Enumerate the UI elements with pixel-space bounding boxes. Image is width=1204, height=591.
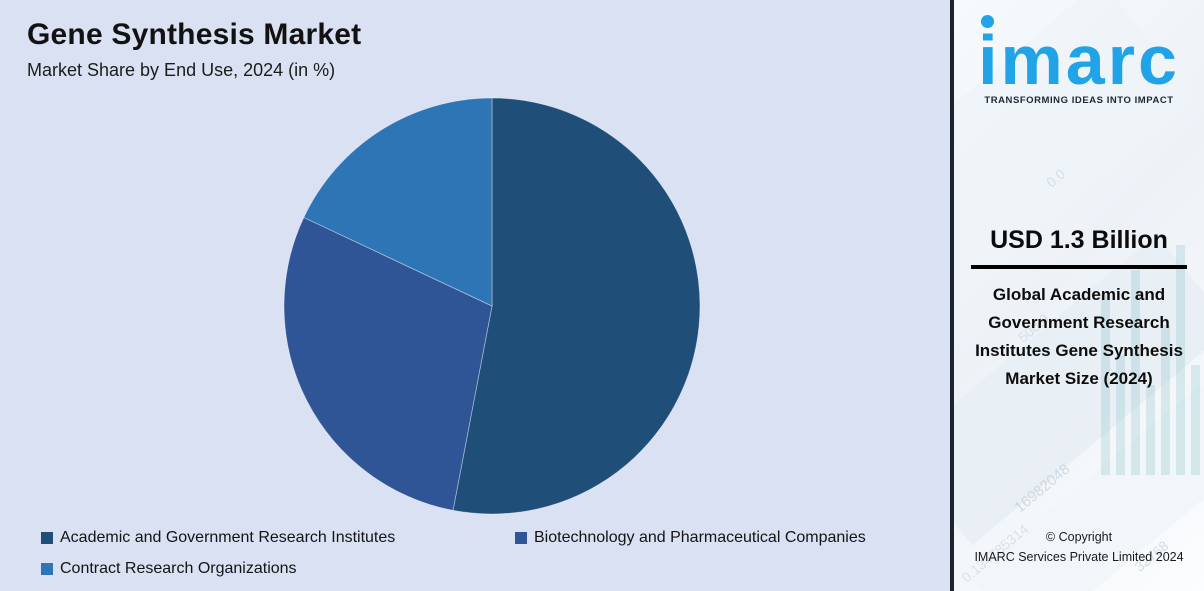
logo-dot-icon xyxy=(981,15,994,28)
copyright-line1: © Copyright xyxy=(1045,530,1113,544)
page-title: Gene Synthesis Market xyxy=(27,18,362,51)
legend-label: Contract Research Organizations xyxy=(60,560,297,577)
legend-label: Biotechnology and Pharmaceutical Compani… xyxy=(534,529,866,546)
legend-swatch-biotech xyxy=(515,532,527,544)
divider xyxy=(971,265,1187,269)
legend-item-cro: Contract Research Organizations xyxy=(41,560,297,578)
market-size-label: Global Academic and Government Research … xyxy=(975,285,1183,388)
copyright-line2: IMARC Services Private Limited 2024 xyxy=(974,550,1184,564)
chart-subtitle: Market Share by End Use, 2024 (in %) xyxy=(27,60,336,80)
logo-tagline: TRANSFORMING IDEAS INTO IMPACT xyxy=(984,95,1174,106)
pie-slice-1 xyxy=(452,97,701,515)
imarc-logo: imarc TRANSFORMING IDEAS INTO IMPACT xyxy=(954,0,1204,106)
chart-panel: Gene Synthesis Market Market Share by En… xyxy=(0,0,950,591)
market-size-value: USD 1.3 Billion xyxy=(990,226,1168,254)
pie-svg xyxy=(283,97,701,515)
legend-swatch-academic xyxy=(41,532,53,544)
pie-slice-2 xyxy=(283,216,493,511)
watermark-bar-chart xyxy=(1101,200,1200,475)
pie-chart xyxy=(283,97,701,515)
brand-sidebar: 16982048 0.134785314 32768 500.0 0.0 ima… xyxy=(950,0,1204,591)
pie-slice-3 xyxy=(303,97,493,307)
logo-wordmark: imarc xyxy=(978,21,1180,99)
copyright: © Copyright IMARC Services Private Limit… xyxy=(954,527,1204,567)
legend-label: Academic and Government Research Institu… xyxy=(60,529,396,546)
market-size-block: USD 1.3 Billion Global Academic and Gove… xyxy=(954,226,1204,393)
legend-item-academic: Academic and Government Research Institu… xyxy=(41,529,395,547)
legend-swatch-cro xyxy=(41,563,53,575)
legend-item-biotech: Biotechnology and Pharmaceutical Compani… xyxy=(515,529,866,547)
